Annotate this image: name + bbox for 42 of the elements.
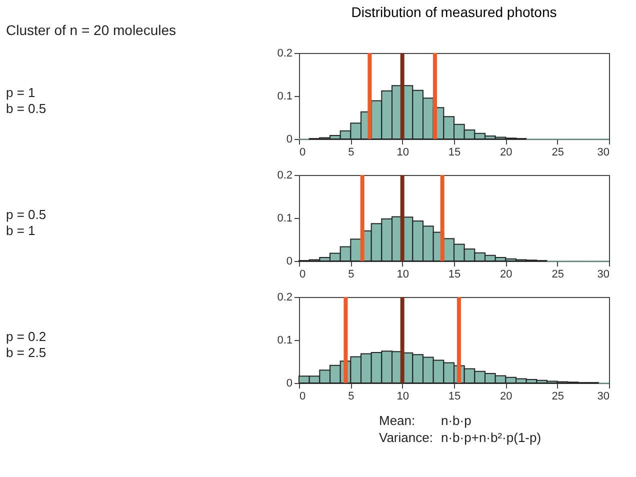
x-tick-label: 5 <box>348 390 354 402</box>
y-tick-label: 0.2 <box>277 170 292 182</box>
text: n·b·p+n·b²·p(1-p) <box>441 430 542 445</box>
chart-title: Distribution of measured photons <box>351 4 557 20</box>
y-tick-label: 0 <box>286 134 292 146</box>
y-tick-label: 0.2 <box>277 292 292 304</box>
text: n·b·p <box>441 413 472 428</box>
x-tick-label: 25 <box>552 390 564 402</box>
text: Cluster of n = 20 molecules <box>6 22 176 38</box>
x-tick-label: 10 <box>396 146 409 158</box>
x-tick-label: 25 <box>552 146 564 158</box>
y-tick-label: 0.1 <box>277 90 292 102</box>
text: p = 0.5 <box>6 207 46 222</box>
y-tick-label: 0 <box>286 256 292 268</box>
text: b = 1 <box>6 223 36 238</box>
y-tick-label: 0.2 <box>277 48 292 60</box>
y-tick-label: 0.1 <box>277 212 292 224</box>
x-tick-label: 20 <box>500 146 512 158</box>
x-tick-label: 30 <box>597 146 610 158</box>
x-tick-label: 20 <box>500 268 512 280</box>
x-tick-label: 30 <box>597 390 610 402</box>
text: b = 2.5 <box>6 345 46 360</box>
x-tick-label: 5 <box>348 146 354 158</box>
x-tick-label: 15 <box>448 390 461 402</box>
x-tick-label: 15 <box>448 146 461 158</box>
text: p = 0.2 <box>6 329 46 344</box>
text: Variance: <box>379 430 433 445</box>
x-tick-label: 10 <box>396 268 409 280</box>
x-tick-label: 5 <box>348 268 354 280</box>
y-tick-label: 0.1 <box>277 334 292 346</box>
x-tick-label: 0 <box>300 390 306 402</box>
text: Mean: <box>379 413 416 428</box>
x-tick-label: 10 <box>396 390 409 402</box>
x-tick-label: 0 <box>300 146 306 158</box>
text: p = 1 <box>6 85 36 100</box>
x-tick-label: 20 <box>500 390 512 402</box>
x-tick-label: 15 <box>448 268 461 280</box>
x-tick-label: 25 <box>552 268 564 280</box>
text: b = 0.5 <box>6 101 46 116</box>
x-tick-label: 0 <box>300 268 306 280</box>
y-tick-label: 0 <box>286 378 292 390</box>
x-tick-label: 30 <box>597 268 610 280</box>
